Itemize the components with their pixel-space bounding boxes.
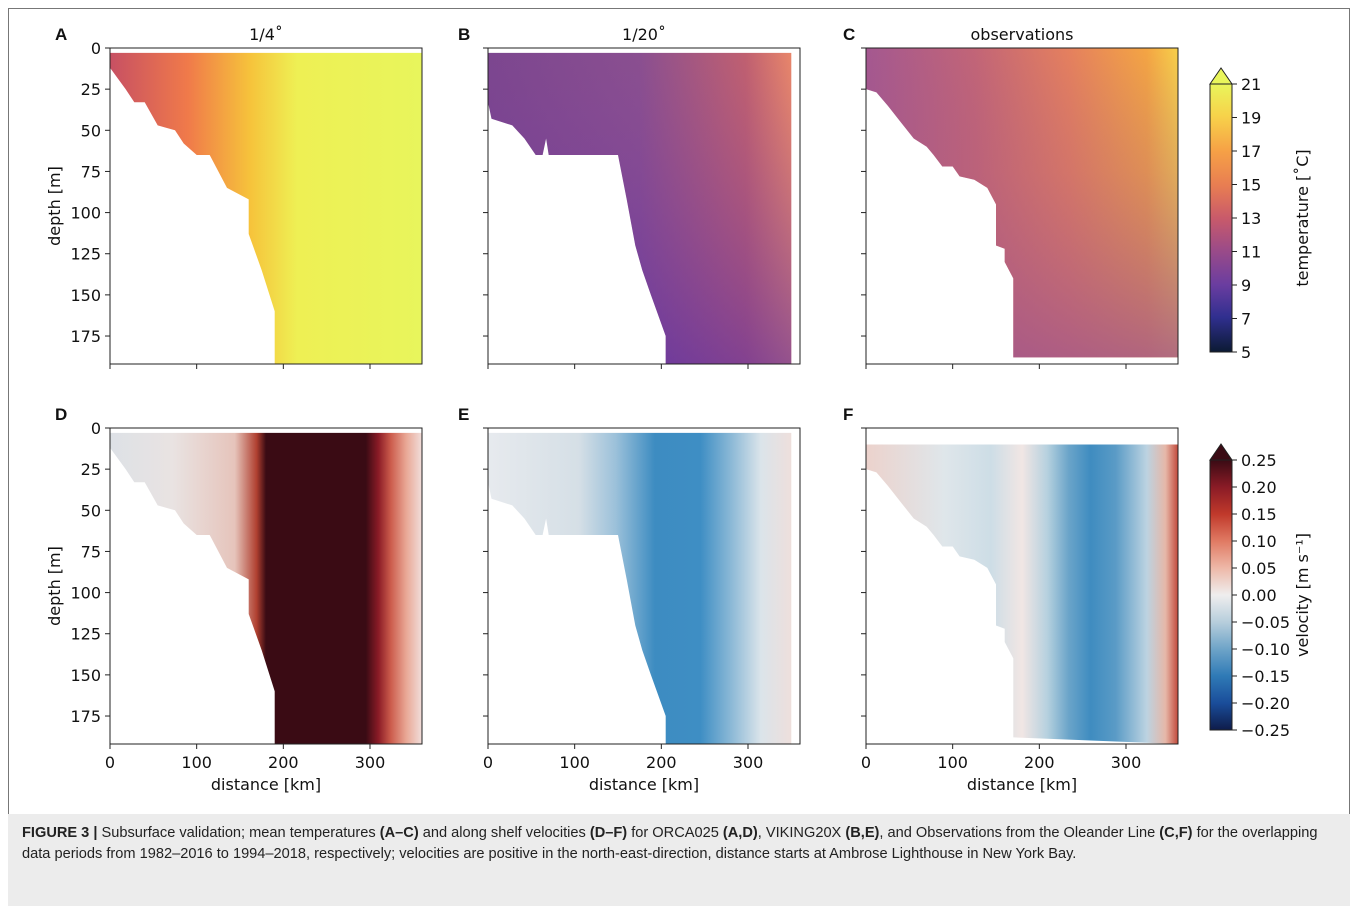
axes-frame-D xyxy=(109,427,423,745)
colorbar-label: temperature [˚C] xyxy=(1293,149,1312,286)
colorbar-tick-label: 0.00 xyxy=(1241,586,1277,605)
panel-letter: F xyxy=(843,405,853,424)
ytick-label: 25 xyxy=(81,80,101,99)
xlabel: distance [km] xyxy=(211,775,321,794)
ytick-label: 150 xyxy=(70,286,101,305)
contour-field-E xyxy=(488,432,792,744)
caption-text-3: for ORCA025 xyxy=(627,825,723,841)
ytick-label: 0 xyxy=(91,39,101,58)
axes-frame-A xyxy=(109,47,423,365)
colorbar-1 xyxy=(1209,459,1233,731)
colorbar-0 xyxy=(1209,83,1233,353)
colorbar-tick-label: 19 xyxy=(1241,109,1261,128)
colorbar-tick-label: 0.15 xyxy=(1241,505,1277,524)
panel-letter: E xyxy=(458,405,469,424)
panel-letter: C xyxy=(843,25,855,44)
colorbar-tick-label: 0.20 xyxy=(1241,478,1277,497)
xtick-label: 0 xyxy=(105,753,115,772)
caption-text-4: , VIKING20X xyxy=(757,825,846,841)
colorbar-extend-arrow xyxy=(1209,67,1233,85)
ytick-label: 75 xyxy=(81,162,101,181)
axes-frame-B xyxy=(487,47,801,365)
ytick-label: 50 xyxy=(81,501,101,520)
panel-title: observations xyxy=(971,25,1074,44)
xlabel: distance [km] xyxy=(589,775,699,794)
caption-text-5: , and Observations from the Oleander Lin… xyxy=(879,825,1160,841)
ytick-label: 125 xyxy=(70,625,101,644)
colorbar-tick-label: −0.05 xyxy=(1241,613,1290,632)
colorbar-tick-label: 5 xyxy=(1241,343,1251,362)
colorbar-tick-label: −0.25 xyxy=(1241,721,1290,740)
axes-frame-F xyxy=(865,427,1179,745)
ytick-label: 150 xyxy=(70,666,101,685)
ytick-label: 100 xyxy=(70,204,101,223)
caption-bold-4: (B,E) xyxy=(845,825,880,841)
colorbar-tick-label: 15 xyxy=(1241,176,1261,195)
colorbar-tick-label: 9 xyxy=(1241,276,1251,295)
xtick-label: 200 xyxy=(1024,753,1055,772)
xtick-label: 300 xyxy=(733,753,764,772)
caption-bold-1: (A–C) xyxy=(379,825,419,841)
colorbar-tick-label: 13 xyxy=(1241,209,1261,228)
xtick-label: 0 xyxy=(861,753,871,772)
contour-field-D xyxy=(110,432,422,744)
ytick-label: 100 xyxy=(70,584,101,603)
colorbar-tick-label: 0.25 xyxy=(1241,451,1277,470)
caption-bold-3: (A,D) xyxy=(722,825,758,841)
colorbar-tick-label: −0.20 xyxy=(1241,694,1290,713)
ylabel: depth [m] xyxy=(45,546,64,626)
xtick-label: 200 xyxy=(268,753,299,772)
caption-bold-2: (D–F) xyxy=(589,825,628,841)
xtick-label: 100 xyxy=(181,753,212,772)
caption-bold-5: (C,F) xyxy=(1159,825,1193,841)
xtick-label: 300 xyxy=(355,753,386,772)
ytick-label: 50 xyxy=(81,121,101,140)
xtick-label: 0 xyxy=(483,753,493,772)
colorbar-tick-label: −0.15 xyxy=(1241,667,1290,686)
caption-figure-label: FIGURE 3 | xyxy=(22,825,98,841)
caption-text-1: Subsurface validation; mean temperatures xyxy=(97,825,380,841)
colorbar-tick-label: −0.10 xyxy=(1241,640,1290,659)
figure-caption: FIGURE 3 | Subsurface validation; mean t… xyxy=(8,814,1350,906)
axes-frame-E xyxy=(487,427,801,745)
colorbar-tick-label: 11 xyxy=(1241,243,1261,262)
panel-letter: D xyxy=(55,405,67,424)
ytick-label: 125 xyxy=(70,245,101,264)
colorbar-tick-label: 7 xyxy=(1241,310,1251,329)
ytick-label: 25 xyxy=(81,460,101,479)
xtick-label: 200 xyxy=(646,753,677,772)
caption-text-2: and along shelf velocities xyxy=(418,825,590,841)
contour-overlay-B xyxy=(488,52,792,365)
colorbar-tick-label: 17 xyxy=(1241,142,1261,161)
caption-text-6: for the overlapping data periods from 19… xyxy=(22,825,1318,862)
xtick-label: 100 xyxy=(937,753,968,772)
xtick-label: 100 xyxy=(559,753,590,772)
panel-letter: B xyxy=(458,25,470,44)
ytick-label: 75 xyxy=(81,542,101,561)
ytick-label: 175 xyxy=(70,707,101,726)
panel-title: 1/20˚ xyxy=(622,25,666,44)
colorbar-tick-label: 0.10 xyxy=(1241,532,1277,551)
colorbar-label: velocity [m s⁻¹] xyxy=(1293,533,1312,657)
colorbar-tick-label: 21 xyxy=(1241,75,1261,94)
xtick-label: 300 xyxy=(1111,753,1142,772)
panel-letter: A xyxy=(55,25,67,44)
ylabel: depth [m] xyxy=(45,166,64,246)
colorbar-extend-arrow xyxy=(1209,443,1233,461)
colorbar-tick-label: 0.05 xyxy=(1241,559,1277,578)
ytick-label: 0 xyxy=(91,419,101,438)
contour-overlay-C xyxy=(866,48,1178,358)
contour-field-F xyxy=(866,444,1178,744)
panel-title: 1/4˚ xyxy=(249,25,283,44)
xlabel: distance [km] xyxy=(967,775,1077,794)
ytick-label: 175 xyxy=(70,327,101,346)
axes-frame-C xyxy=(865,47,1179,365)
contour-field-A xyxy=(110,52,422,365)
